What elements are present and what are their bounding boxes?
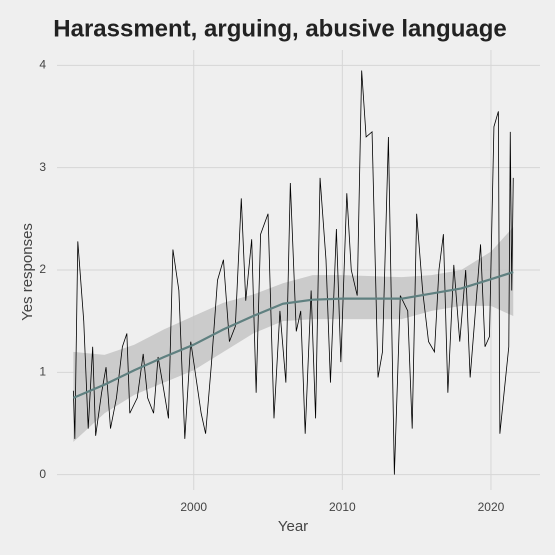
y-tick-label: 4 [39,58,46,72]
y-tick-label: 0 [39,467,46,481]
smooth-line [72,270,514,399]
x-tick-label: 2000 [180,500,207,514]
data-line [72,70,514,475]
y-axis-title: Yes responses [19,223,36,321]
confidence-band [73,227,514,442]
y-tick-label: 3 [39,160,46,174]
x-tick-label: 2020 [478,500,505,514]
x-axis-title: Year [278,518,308,535]
x-tick-label: 2010 [329,500,356,514]
y-tick-label: 2 [39,262,46,276]
chart-title: Harassment, arguing, abusive language [53,15,506,42]
y-tick-label: 1 [39,364,46,378]
